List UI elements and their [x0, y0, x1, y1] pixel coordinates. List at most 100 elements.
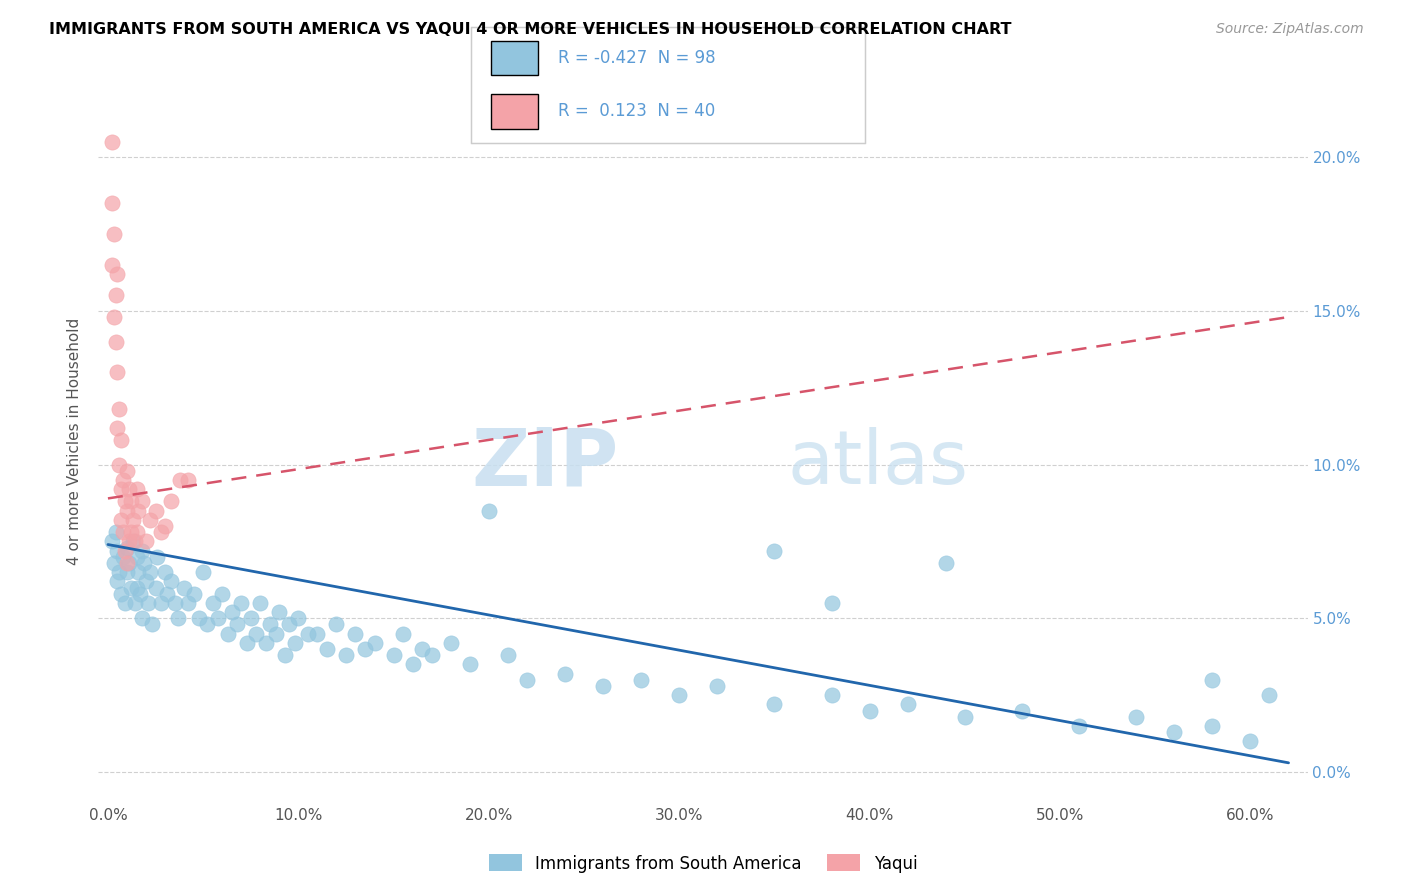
Point — [150, 596, 173, 610]
Point — [239, 611, 262, 625]
Point — [156, 587, 179, 601]
Point — [104, 525, 127, 540]
Point — [401, 657, 423, 672]
Point — [169, 473, 191, 487]
Point — [146, 549, 169, 564]
Point — [277, 617, 299, 632]
Point — [108, 402, 131, 417]
Point — [131, 611, 153, 625]
Point — [516, 673, 538, 687]
Point — [706, 679, 728, 693]
Text: R =  0.123  N = 40: R = 0.123 N = 40 — [558, 103, 714, 120]
Point — [440, 636, 463, 650]
Text: atlas: atlas — [787, 426, 969, 500]
Point — [231, 596, 253, 610]
Point — [125, 525, 148, 540]
Point — [274, 648, 297, 663]
Point — [112, 549, 135, 564]
Point — [115, 565, 138, 579]
Point — [125, 482, 148, 496]
Point — [382, 648, 405, 663]
Point — [217, 626, 239, 640]
Point — [167, 611, 190, 625]
Point — [411, 642, 433, 657]
Point — [554, 666, 576, 681]
Text: R = -0.427  N = 98: R = -0.427 N = 98 — [558, 49, 716, 67]
Point — [820, 596, 842, 610]
Point — [191, 565, 214, 579]
Point — [283, 636, 305, 650]
Point — [1258, 688, 1281, 702]
Point — [115, 504, 138, 518]
Point — [115, 464, 138, 478]
Point — [153, 565, 176, 579]
Point — [269, 605, 291, 619]
Point — [135, 574, 157, 589]
Point — [110, 482, 132, 496]
Point — [325, 617, 347, 632]
Point — [420, 648, 443, 663]
Point — [118, 556, 141, 570]
Point — [496, 648, 519, 663]
Point — [177, 473, 200, 487]
Point — [115, 541, 138, 555]
Point — [307, 626, 329, 640]
Point — [104, 334, 127, 349]
Point — [592, 679, 614, 693]
Point — [145, 581, 167, 595]
Point — [254, 636, 277, 650]
Point — [121, 534, 143, 549]
Point — [107, 267, 129, 281]
Point — [1239, 734, 1261, 748]
Point — [354, 642, 377, 657]
FancyBboxPatch shape — [491, 41, 538, 76]
Point — [121, 513, 143, 527]
Point — [153, 519, 176, 533]
Point — [120, 525, 142, 540]
Point — [139, 513, 162, 527]
Point — [820, 688, 842, 702]
Point — [183, 587, 205, 601]
Point — [120, 494, 142, 508]
Point — [127, 565, 149, 579]
Point — [236, 636, 259, 650]
Point — [335, 648, 357, 663]
Point — [177, 596, 200, 610]
Point — [763, 543, 786, 558]
Point — [118, 482, 141, 496]
Point — [159, 574, 181, 589]
Point — [1201, 673, 1223, 687]
Point — [103, 227, 125, 241]
Point — [110, 433, 132, 447]
Point — [859, 704, 882, 718]
Point — [264, 626, 287, 640]
Point — [112, 525, 135, 540]
Point — [287, 611, 309, 625]
Point — [245, 626, 267, 640]
Point — [668, 688, 690, 702]
Point — [344, 626, 367, 640]
Point — [107, 420, 129, 434]
Point — [1011, 704, 1033, 718]
Point — [100, 534, 122, 549]
Point — [124, 596, 146, 610]
Point — [115, 556, 138, 570]
Point — [108, 458, 131, 472]
Point — [114, 596, 136, 610]
Point — [363, 636, 385, 650]
FancyBboxPatch shape — [491, 94, 538, 128]
Point — [107, 543, 129, 558]
Point — [316, 642, 339, 657]
Point — [763, 698, 786, 712]
Point — [107, 574, 129, 589]
Point — [211, 587, 233, 601]
Point — [259, 617, 281, 632]
Point — [120, 581, 142, 595]
Point — [458, 657, 481, 672]
Point — [100, 135, 122, 149]
Point — [249, 596, 271, 610]
Point — [104, 288, 127, 302]
Point — [114, 543, 136, 558]
Point — [131, 543, 153, 558]
Y-axis label: 4 or more Vehicles in Household: 4 or more Vehicles in Household — [67, 318, 83, 566]
